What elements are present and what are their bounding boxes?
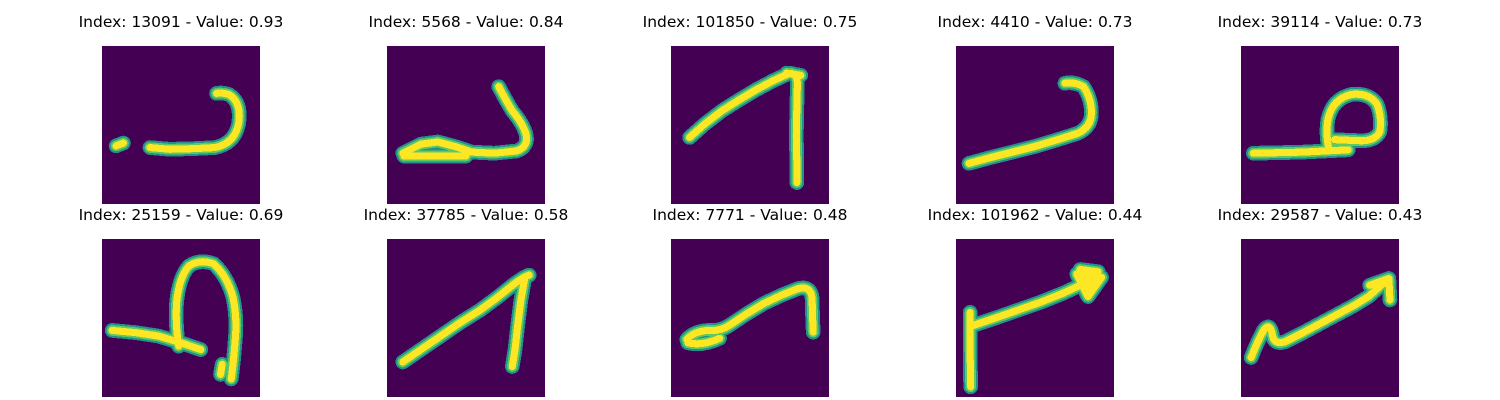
panel-title: Index: 37785 - Value: 0.58 — [363, 206, 569, 224]
sample-panel: Index: 4410 - Value: 0.73 — [938, 12, 1132, 204]
panel-title: Index: 29587 - Value: 0.43 — [1217, 206, 1423, 224]
sample-panel: Index: 39114 - Value: 0.73 — [1218, 12, 1422, 204]
digit-image — [956, 46, 1114, 204]
panel-title: Index: 7771 - Value: 0.48 — [652, 206, 848, 224]
sample-panel: Index: 13091 - Value: 0.93 — [79, 12, 283, 204]
digit-image — [1241, 239, 1399, 397]
digit-image — [102, 46, 260, 204]
panel-title: Index: 4410 - Value: 0.73 — [937, 13, 1133, 31]
panel-title: Index: 101850 - Value: 0.75 — [642, 13, 858, 31]
sample-panel: Index: 25159 - Value: 0.69 — [79, 205, 283, 397]
sample-panel: Index: 7771 - Value: 0.48 — [653, 205, 847, 397]
panel-title: Index: 39114 - Value: 0.73 — [1217, 13, 1423, 31]
sample-panel: Index: 29587 - Value: 0.43 — [1218, 205, 1422, 397]
digit-image — [956, 239, 1114, 397]
panel-title: Index: 13091 - Value: 0.93 — [78, 13, 284, 31]
sample-panel: Index: 101850 - Value: 0.75 — [643, 12, 857, 204]
digit-image — [387, 239, 545, 397]
digit-image — [671, 239, 829, 397]
sample-panel: Index: 5568 - Value: 0.84 — [369, 12, 563, 204]
panel-title: Index: 101962 - Value: 0.44 — [927, 206, 1143, 224]
sample-panel: Index: 37785 - Value: 0.58 — [364, 205, 568, 397]
digit-image — [102, 239, 260, 397]
digit-image — [671, 46, 829, 204]
sample-panel: Index: 101962 - Value: 0.44 — [928, 205, 1142, 397]
panel-title: Index: 5568 - Value: 0.84 — [368, 13, 564, 31]
digit-image — [1241, 46, 1399, 204]
panel-title: Index: 25159 - Value: 0.69 — [78, 206, 284, 224]
digit-image — [387, 46, 545, 204]
